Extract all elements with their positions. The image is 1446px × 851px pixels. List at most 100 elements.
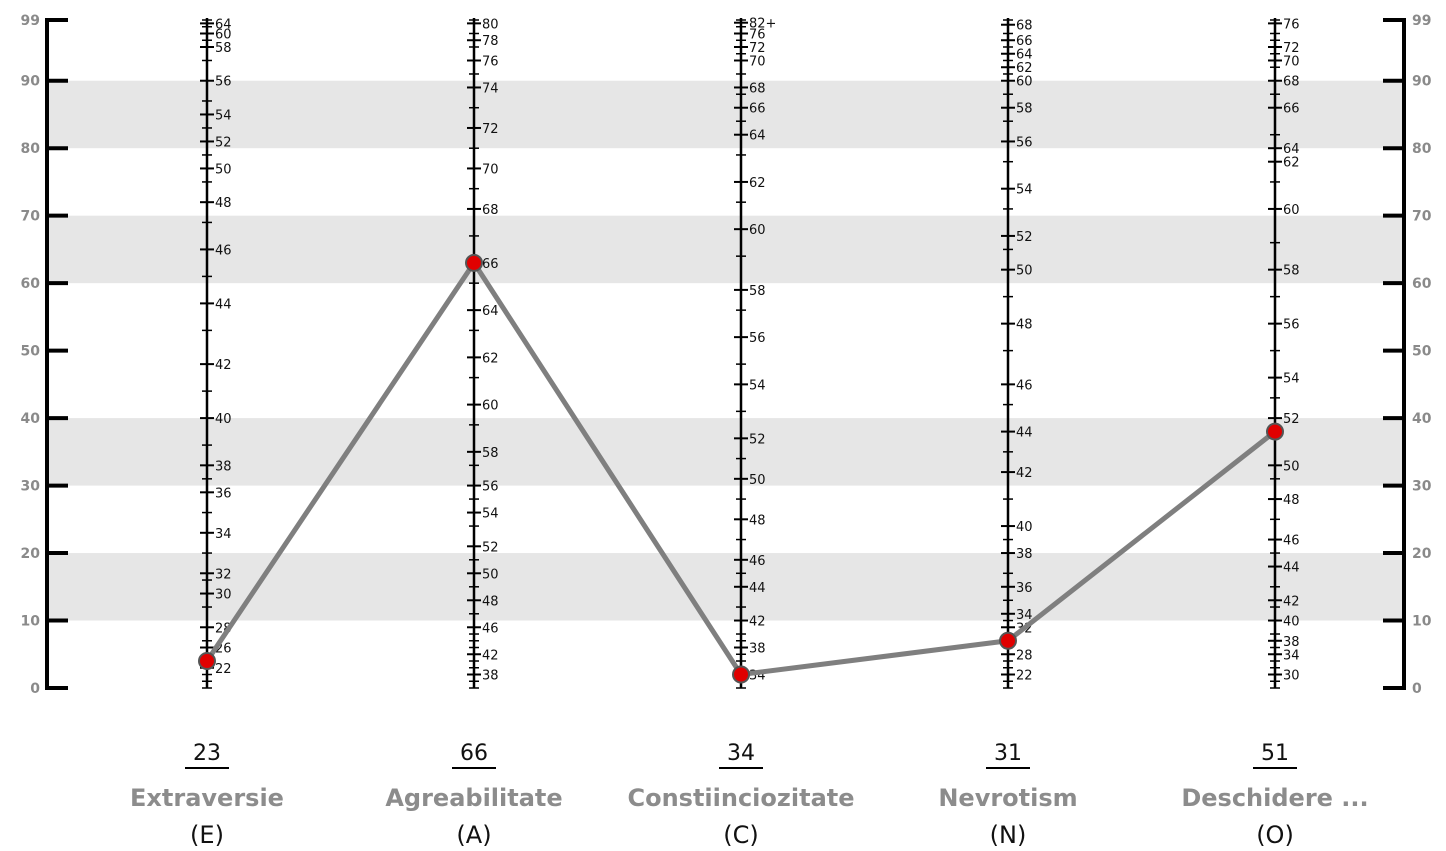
trait-scale-label: 54 <box>1283 372 1300 387</box>
trait-scale-label: 58 <box>1283 264 1300 279</box>
trait-scale-label: 54 <box>1016 183 1033 198</box>
trait-scale-label: 56 <box>1283 318 1300 333</box>
trait-scale-label: 58 <box>1016 102 1033 117</box>
trait-scale-label: 56 <box>749 331 766 346</box>
trait-scale-label: 44 <box>749 581 766 596</box>
right-axis-tick-label: 80 <box>1412 141 1432 157</box>
trait-scale-label: 76 <box>1283 17 1300 32</box>
left-axis-tick-label: 80 <box>21 141 41 157</box>
trait-scale-label: 40 <box>215 412 232 427</box>
trait-scale-label: 50 <box>215 162 232 177</box>
trait-scale-label: 52 <box>482 540 499 555</box>
trait-scale-label: 28 <box>1016 648 1033 663</box>
trait-scale-label: 52 <box>1016 230 1033 245</box>
trait-scale-label: 54 <box>482 507 499 522</box>
trait-scale-label: 64 <box>482 304 499 319</box>
trait-scale-label: 30 <box>215 588 232 603</box>
trait-scale-label: 56 <box>1016 135 1033 150</box>
trait-scale-a: 38 42 46 48 50 52 54 56 58 60 62 64 66 68 70 72 74 76 78 80 <box>467 17 499 689</box>
trait-scale-label: 58 <box>482 446 499 461</box>
trait-name: Constiinciozitate <box>627 784 854 812</box>
trait-scale-label: 70 <box>1283 54 1300 69</box>
trait-scale-label: 56 <box>215 75 232 90</box>
profile-point <box>732 665 750 684</box>
shaded-band <box>47 553 1404 621</box>
left-axis-tick-label: 99 <box>21 13 40 29</box>
trait-scale-label: 64 <box>1016 48 1033 63</box>
trait-scale-label: 42 <box>215 358 232 373</box>
left-axis-tick-label: 70 <box>21 209 41 225</box>
trait-score: 23 <box>193 741 221 766</box>
trait-scale-label: 48 <box>1016 318 1033 333</box>
trait-scale-label: 72 <box>1283 41 1300 56</box>
shaded-band <box>47 80 1404 149</box>
trait-labels: 23 Extraversie (E) 66 Agreabilitate (A) 34 Cons… <box>130 741 1369 849</box>
trait-scale-label: 58 <box>215 41 232 56</box>
trait-scale-label: 48 <box>215 196 232 211</box>
left-axis-tick-label: 0 <box>30 681 40 697</box>
left-axis-tick-label: 50 <box>21 344 41 360</box>
profile-point <box>999 631 1017 650</box>
trait-scale-label: 62 <box>1283 156 1300 171</box>
trait-scale-label: 66 <box>1016 34 1033 49</box>
trait-scale-label: 62 <box>749 176 766 191</box>
trait-scale-label: 42 <box>482 648 499 663</box>
trait-scale-label: 44 <box>1016 426 1033 441</box>
trait-name: Deschidere ... <box>1181 784 1368 812</box>
trait-scale-label: 64 <box>749 129 766 144</box>
trait-scale-label: 42 <box>1016 466 1033 481</box>
trait-scale-label: 82+ <box>749 17 776 32</box>
trait-scale-label: 38 <box>215 459 232 474</box>
trait-scale-label: 36 <box>1016 581 1033 596</box>
trait-scale-label: 30 <box>1283 669 1300 684</box>
right-axis-tick-label: 40 <box>1412 411 1432 427</box>
trait-scale-label: 76 <box>482 54 499 69</box>
trait-scale-label: 70 <box>749 54 766 69</box>
trait-scale-label: 68 <box>1283 75 1300 90</box>
trait-scale-label: 42 <box>749 615 766 630</box>
right-axis-tick-label: 50 <box>1412 344 1432 360</box>
trait-scale-label: 80 <box>482 17 499 32</box>
trait-scale-label: 44 <box>1283 561 1300 576</box>
trait-scale-label: 58 <box>749 284 766 299</box>
trait-scale-label: 46 <box>749 554 766 569</box>
trait-scale-label: 34 <box>215 527 232 542</box>
profile-line <box>198 253 1284 684</box>
trait-scale-label: 66 <box>482 257 499 272</box>
trait-scale-label: 52 <box>215 135 232 150</box>
trait-scale-label: 46 <box>482 621 499 636</box>
trait-code: (E) <box>190 821 224 849</box>
trait-scale-label: 46 <box>1283 534 1300 549</box>
trait-scale-label: 68 <box>749 81 766 96</box>
trait-scale-label: 60 <box>749 223 766 238</box>
trait-name: Nevrotism <box>938 784 1077 812</box>
trait-scale-label: 60 <box>482 399 499 414</box>
trait-scale-label: 34 <box>1016 608 1033 623</box>
trait-scale-label: 48 <box>1283 493 1300 508</box>
trait-scale-label: 38 <box>482 669 499 684</box>
trait-scale-label: 56 <box>482 480 499 495</box>
trait-scale-label: 42 <box>1283 594 1300 609</box>
trait-scale-label: 48 <box>482 594 499 609</box>
trait-scale-label: 22 <box>1016 669 1033 684</box>
right-axis-tick-label: 10 <box>1412 614 1432 630</box>
trait-scale-label: 62 <box>1016 61 1033 76</box>
trait-name: Extraversie <box>130 784 284 812</box>
trait-code: (A) <box>456 821 491 849</box>
trait-scale-label: 70 <box>482 162 499 177</box>
trait-scale-label: 54 <box>215 108 232 123</box>
trait-code: (C) <box>723 821 758 849</box>
right-axis-tick-label: 20 <box>1412 546 1432 562</box>
left-axis-tick-label: 20 <box>21 546 41 562</box>
trait-scale-label: 36 <box>215 486 232 501</box>
left-axis-tick-label: 40 <box>21 411 41 427</box>
trait-scale-label: 50 <box>482 567 499 582</box>
trait-scale-label: 68 <box>1016 19 1033 34</box>
trait-scale-label: 50 <box>1016 264 1033 279</box>
trait-scale-label: 66 <box>1283 102 1300 117</box>
trait-code: (O) <box>1256 821 1294 849</box>
left-percentile-axis: 0 10 20 30 40 50 60 70 80 90 99 <box>21 13 68 697</box>
right-axis-tick-label: 70 <box>1412 209 1432 225</box>
trait-scale-label: 38 <box>749 642 766 657</box>
